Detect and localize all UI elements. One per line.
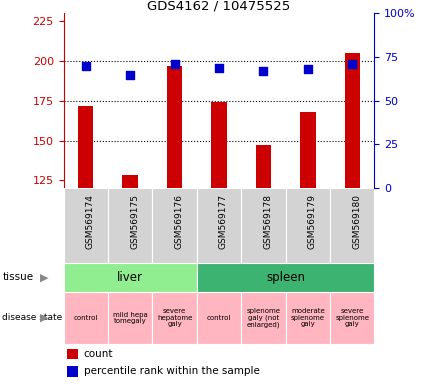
Point [304, 66, 311, 73]
Text: GSM569176: GSM569176 [175, 194, 184, 249]
Text: disease state: disease state [2, 313, 63, 322]
Text: control: control [74, 315, 98, 321]
Bar [211, 103, 227, 188]
Text: severe
hepatome
galy: severe hepatome galy [157, 308, 192, 327]
Text: splenome
galy (not
enlarged): splenome galy (not enlarged) [247, 308, 280, 328]
Point [215, 65, 223, 71]
Text: ▶: ▶ [39, 272, 48, 283]
Bar [64, 292, 108, 344]
Bar [197, 188, 241, 263]
Bar [152, 292, 197, 344]
Bar [256, 145, 271, 188]
Point [127, 71, 134, 78]
Text: GSM569177: GSM569177 [219, 194, 228, 249]
Text: severe
splenome
galy: severe splenome galy [335, 308, 369, 327]
Text: GSM569179: GSM569179 [308, 194, 317, 249]
Bar [67, 349, 78, 359]
Point [349, 61, 356, 67]
Point [82, 63, 89, 69]
Text: tissue: tissue [2, 272, 33, 283]
Bar [197, 292, 241, 344]
Bar [345, 53, 360, 188]
Text: percentile rank within the sample: percentile rank within the sample [84, 366, 260, 376]
Bar [64, 263, 197, 292]
Bar [67, 366, 78, 376]
Bar [300, 112, 316, 188]
Bar [152, 188, 197, 263]
Bar [197, 263, 374, 292]
Text: ▶: ▶ [39, 313, 48, 323]
Bar [286, 292, 330, 344]
Text: spleen: spleen [266, 271, 305, 284]
Bar [64, 188, 108, 263]
Bar [286, 188, 330, 263]
Title: GDS4162 / 10475525: GDS4162 / 10475525 [147, 0, 291, 12]
Text: liver: liver [117, 271, 143, 284]
Bar [330, 188, 374, 263]
Text: GSM569180: GSM569180 [352, 194, 361, 249]
Bar [78, 106, 93, 188]
Bar [122, 175, 138, 188]
Text: control: control [207, 315, 231, 321]
Text: GSM569178: GSM569178 [263, 194, 272, 249]
Point [171, 61, 178, 67]
Point [260, 68, 267, 74]
Text: GSM569174: GSM569174 [86, 194, 95, 249]
Bar [330, 292, 374, 344]
Bar [108, 188, 152, 263]
Bar [241, 188, 286, 263]
Text: count: count [84, 349, 113, 359]
Bar [167, 66, 182, 188]
Bar [108, 292, 152, 344]
Text: moderate
splenome
galy: moderate splenome galy [291, 308, 325, 327]
Text: GSM569175: GSM569175 [130, 194, 139, 249]
Bar [241, 292, 286, 344]
Text: mild hepa
tomegaly: mild hepa tomegaly [113, 311, 148, 324]
